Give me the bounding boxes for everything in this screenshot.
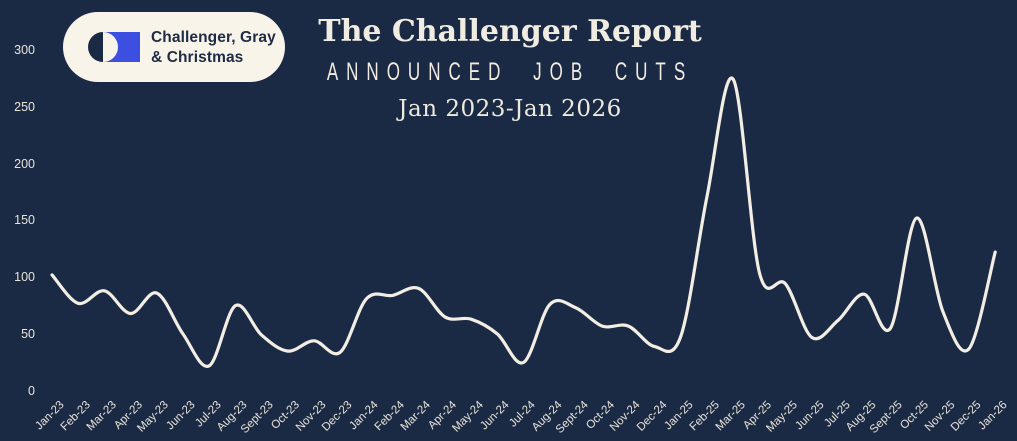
logo-navy-halfcircle <box>88 32 103 62</box>
y-tick-label: 200 <box>14 156 35 171</box>
logo-line2: & Christmas <box>151 48 244 66</box>
logo-line1: Challenger, Gray <box>151 29 276 46</box>
logo-circle-icon <box>88 32 140 62</box>
y-tick-label: 300 <box>14 42 35 57</box>
logo-cream-halfcircle <box>103 32 118 62</box>
y-tick-label: 250 <box>14 99 35 114</box>
y-tick-label: 0 <box>28 384 35 398</box>
challenger-gray-christmas-logo: Challenger, Gray & Christmas <box>63 12 285 82</box>
job-cuts-line <box>50 76 997 368</box>
page-title: The Challenger Report <box>318 14 702 49</box>
date-range-label: Jan 2023-Jan 2026 <box>398 96 622 122</box>
page-subtitle-wrap: ANNOUNCED JOB CUTS <box>290 58 730 86</box>
logo-wordmark: Challenger, Gray & Christmas <box>151 28 276 67</box>
y-tick-label: 100 <box>14 270 35 285</box>
page-subtitle: ANNOUNCED JOB CUTS <box>326 58 694 86</box>
y-tick-label: 50 <box>21 327 35 342</box>
y-tick-label: 150 <box>14 213 35 228</box>
